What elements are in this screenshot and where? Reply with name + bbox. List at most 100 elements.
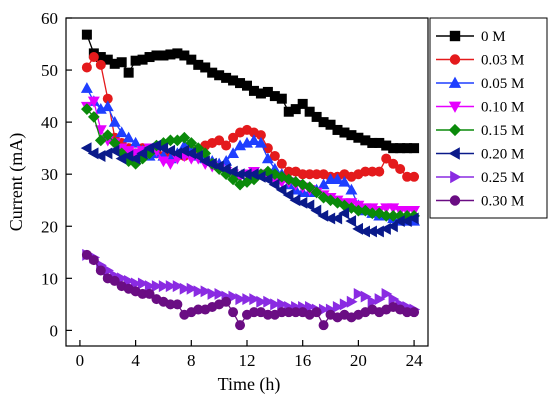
data-point [130, 277, 142, 290]
series-0-30-M [81, 249, 420, 331]
data-point [214, 135, 225, 146]
legend-label: 0.30 M [481, 194, 524, 210]
data-point [88, 52, 99, 63]
data-point [331, 196, 344, 209]
axis-ticks: 0 4 8 12 16 20 24 0 10 20 30 40 50 60 [41, 9, 423, 370]
data-point [164, 159, 177, 170]
data-point [381, 153, 392, 164]
x-tick-label: 8 [187, 351, 196, 370]
data-point [282, 173, 295, 186]
data-point [172, 299, 183, 310]
data-point [101, 100, 114, 112]
data-point [268, 168, 281, 181]
x-tick-label: 20 [350, 351, 367, 370]
series-0-25-M [82, 248, 421, 316]
data-point [303, 199, 315, 212]
data-point [338, 175, 351, 187]
data-point [305, 300, 316, 313]
data-point [346, 295, 358, 308]
x-axis-title: Time (h) [218, 374, 281, 395]
data-point [172, 280, 184, 293]
data-point [261, 152, 274, 164]
data-point [339, 298, 351, 311]
data-point [228, 290, 240, 303]
data-point [332, 300, 344, 313]
data-point [290, 104, 301, 115]
legend-label: 0.15 M [481, 123, 524, 139]
data-point [395, 163, 406, 174]
x-tick-label: 4 [131, 351, 140, 370]
data-point [276, 93, 287, 104]
data-point [338, 207, 350, 220]
data-point [249, 293, 261, 306]
data-point [200, 285, 212, 298]
data-point [235, 293, 247, 306]
data-point [87, 96, 100, 108]
data-point [123, 67, 134, 78]
data-point [311, 111, 322, 122]
x-tick-label: 24 [406, 351, 424, 370]
data-point [207, 287, 219, 300]
data-point [228, 307, 239, 318]
legend-marker [450, 170, 462, 184]
data-point [324, 194, 337, 207]
data-point [108, 116, 121, 127]
legend-marker [449, 30, 461, 42]
data-point [158, 280, 170, 293]
data-point [81, 249, 92, 260]
legend-marker [449, 195, 461, 206]
data-point [353, 287, 365, 300]
data-point [374, 293, 386, 306]
legend-label: 0.03 M [481, 53, 524, 69]
legend-label: 0.05 M [481, 76, 524, 92]
data-point [325, 119, 336, 130]
data-point [409, 143, 420, 154]
y-tick-label: 50 [41, 61, 58, 80]
data-point [95, 265, 106, 276]
data-point [88, 255, 99, 266]
y-tick-label: 20 [41, 217, 58, 236]
data-point [227, 173, 239, 186]
data-point [192, 149, 203, 162]
data-point [374, 166, 385, 177]
data-point [179, 282, 191, 295]
data-point [242, 293, 254, 306]
legend-marker [448, 101, 462, 113]
data-point [277, 298, 288, 311]
data-point [221, 296, 232, 307]
data-point [124, 274, 135, 287]
data-point [345, 215, 357, 228]
data-point [144, 288, 155, 299]
y-tick-label: 60 [41, 9, 58, 28]
data-point [235, 320, 246, 331]
legend-label: 0.20 M [481, 147, 524, 163]
data-point [367, 295, 379, 308]
legend-label: 0.10 M [481, 100, 524, 116]
legend-label: 0.25 M [481, 170, 524, 186]
data-point [381, 287, 393, 300]
y-tick-label: 10 [41, 269, 58, 288]
data-point [409, 307, 420, 318]
series-layer [80, 29, 421, 331]
data-point [129, 152, 141, 165]
series-0-M [81, 29, 420, 154]
data-point [144, 280, 156, 293]
series-0-20-M [80, 139, 419, 238]
data-point [297, 98, 308, 109]
x-tick-label: 12 [239, 351, 256, 370]
data-point [87, 111, 100, 123]
data-point [95, 59, 106, 70]
data-point [270, 298, 281, 311]
data-point [129, 136, 142, 148]
data-point [186, 54, 197, 65]
data-point [193, 285, 205, 298]
data-point [214, 287, 226, 300]
data-point [318, 320, 329, 331]
data-point [388, 293, 400, 306]
data-point [345, 183, 358, 195]
data-point [241, 80, 252, 91]
data-point [360, 290, 372, 303]
legend-frame [429, 17, 548, 219]
data-point [94, 134, 107, 147]
data-point [228, 132, 239, 143]
